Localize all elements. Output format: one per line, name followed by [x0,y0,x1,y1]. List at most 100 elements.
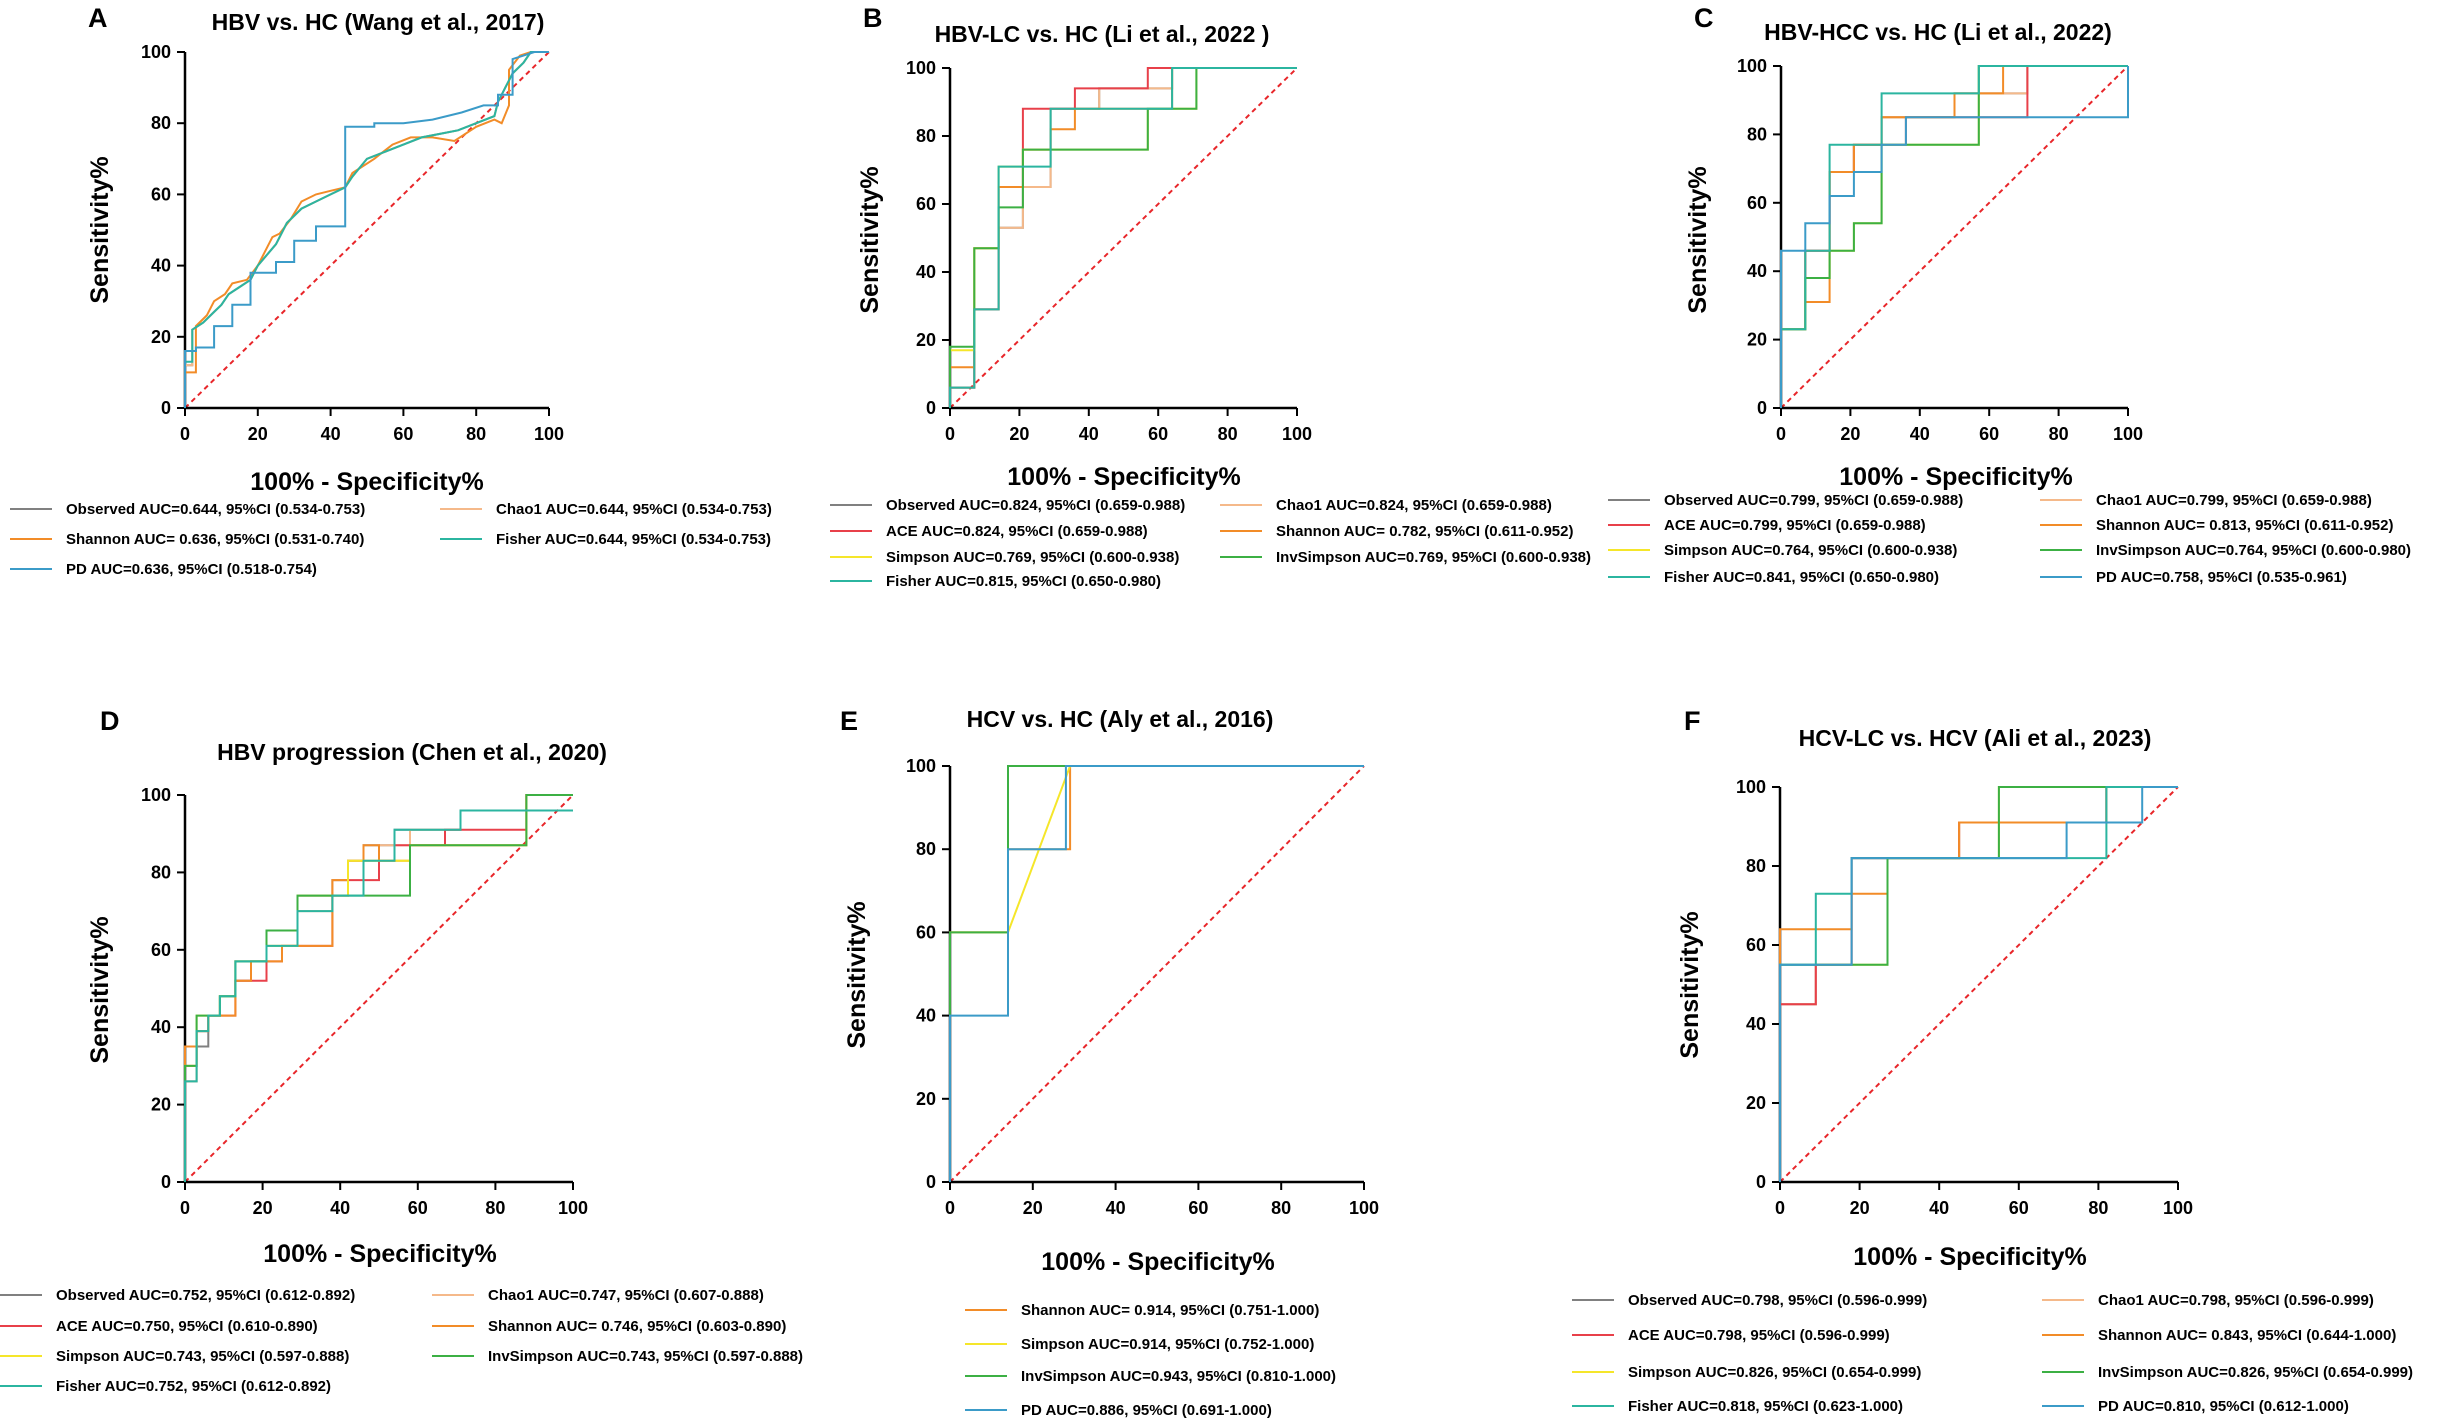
panel-d-reference-diagonal [184,794,574,1183]
panel-c-legend-label-fisher: Fisher AUC=0.841, 95%CI (0.650-0.980) [1664,569,1939,586]
panel-f-y-tick-label: 80 [1746,856,1766,876]
panel-f-x-tick-label: 80 [2088,1198,2108,1218]
panel-b-x-tick-label: 60 [1148,424,1168,444]
panel-d-y-axis-label: Sensitivity% [86,916,114,1063]
panel-a-title: HBV vs. HC (Wang et al., 2017) [212,9,545,35]
panel-c-reference-diagonal [1780,65,2129,409]
panel-d-y-tick-label: 20 [151,1095,171,1115]
panel-f-legend-label-shannon: Shannon AUC= 0.843, 95%CI (0.644-1.000) [2098,1327,2396,1344]
panel-e-legend-label-simpson: Simpson AUC=0.914, 95%CI (0.752-1.000) [1021,1336,1314,1353]
panel-b-x-tick-label: 20 [1009,424,1029,444]
panel-b-curve-fisher [949,67,1297,408]
panel-a-legend-label-observed: Observed AUC=0.644, 95%CI (0.534-0.753) [66,501,365,518]
panel-c-curve-fisher [1780,65,2128,408]
panel-d-y-tick-label: 80 [151,862,171,882]
panel-c-letter: C [1694,3,1714,33]
panel-f-x-tick-label: 100 [2163,1198,2193,1218]
panel-b-x-tick-label: 0 [945,424,955,444]
panel-a-y-tick-label: 80 [151,113,171,133]
panel-c-y-tick-label: 80 [1747,124,1767,144]
panel-b-x-axis-label: 100% - Specificity% [1007,463,1240,491]
panel-f-x-axis-label: 100% - Specificity% [1853,1243,2086,1271]
panel-a-y-tick-label: 20 [151,327,171,347]
panel-a-x-tick-label: 80 [466,424,486,444]
panel-d-legend-label-chao1: Chao1 AUC=0.747, 95%CI (0.607-0.888) [488,1287,764,1304]
panel-f-y-tick-label: 100 [1736,777,1766,797]
panel-b-y-tick-label: 20 [916,330,936,350]
panel-f-y-tick-label: 60 [1746,935,1766,955]
panel-a: A HBV vs. HC (Wang et al., 2017) 0 20 40 60 80… [10,3,772,578]
panel-d-y-tick-label: 40 [151,1017,171,1037]
panel-c-y-tick-label: 0 [1757,398,1767,418]
panel-d-legend-label-invsimpson: InvSimpson AUC=0.743, 95%CI (0.597-0.888… [488,1348,803,1365]
panel-e-x-axis-label: 100% - Specificity% [1041,1248,1274,1276]
panel-d-curve-fisher [184,809,573,1182]
panel-e-x-tick-label: 80 [1271,1198,1291,1218]
panel-b-legend-label-fisher: Fisher AUC=0.815, 95%CI (0.650-0.980) [886,573,1161,590]
panel-f-legend-label-pd: PD AUC=0.810, 95%CI (0.612-1.000) [2098,1398,2349,1415]
panel-e-x-tick-label: 40 [1106,1198,1126,1218]
panel-a-x-tick-label: 60 [393,424,413,444]
panel-f-y-tick-label: 20 [1746,1093,1766,1113]
panel-e-reference-diagonal [949,765,1365,1183]
panel-e-y-tick-label: 100 [906,756,936,776]
panel-f-y-tick-label: 40 [1746,1014,1766,1034]
panel-e-y-tick-label: 0 [926,1172,936,1192]
panel-f-legend-label-chao1: Chao1 AUC=0.798, 95%CI (0.596-0.999) [2098,1292,2374,1309]
panel-b-x-tick-label: 100 [1282,424,1312,444]
panel-d-legend-label-ace: ACE AUC=0.750, 95%CI (0.610-0.890) [56,1318,318,1335]
panel-c-legend-label-shannon: Shannon AUC= 0.813, 95%CI (0.611-0.952) [2096,517,2394,534]
panel-d-x-tick-label: 0 [180,1198,190,1218]
panel-e-legend-label-invsimpson: InvSimpson AUC=0.943, 95%CI (0.810-1.000… [1021,1368,1336,1385]
panel-c-title: HBV-HCC vs. HC (Li et al., 2022) [1764,19,2112,45]
panel-b-y-tick-label: 40 [916,262,936,282]
panel-a-x-tick-label: 40 [321,424,341,444]
panel-b-legend-label-observed: Observed AUC=0.824, 95%CI (0.659-0.988) [886,497,1185,514]
panel-e-x-tick-label: 60 [1188,1198,1208,1218]
panel-b: B HBV-LC vs. HC (Li et al., 2022 ) 0 20 40 60… [830,3,1591,590]
panel-b-y-tick-label: 100 [906,58,936,78]
panel-f-y-tick-label: 0 [1756,1172,1766,1192]
panel-e-x-tick-label: 0 [945,1198,955,1218]
panel-c-y-axis-label: Sensitivity% [1684,166,1712,313]
panel-f-x-tick-label: 0 [1775,1198,1785,1218]
panel-c-legend-label-ace: ACE AUC=0.799, 95%CI (0.659-0.988) [1664,517,1926,534]
panel-f-x-tick-label: 20 [1850,1198,1870,1218]
panel-a-curve-pd [184,51,549,408]
panel-c-curve-pd [1780,66,2129,408]
panel-c-y-tick-label: 60 [1747,193,1767,213]
panel-d-legend-label-shannon: Shannon AUC= 0.746, 95%CI (0.603-0.890) [488,1318,786,1335]
panel-c-x-tick-label: 100 [2113,424,2143,444]
panel-d-x-tick-label: 40 [330,1198,350,1218]
panel-c-y-tick-label: 20 [1747,330,1767,350]
panel-a-legend-label-chao1: Chao1 AUC=0.644, 95%CI (0.534-0.753) [496,501,772,518]
panel-d-legend-label-observed: Observed AUC=0.752, 95%CI (0.612-0.892) [56,1287,355,1304]
panel-e-x-tick-label: 20 [1023,1198,1043,1218]
panel-d-y-tick-label: 60 [151,940,171,960]
panel-a-y-tick-label: 100 [141,42,171,62]
panel-e: E HCV vs. HC (Aly et al., 2016) 0 20 40 60 80 1… [840,706,1379,1419]
panel-d-x-tick-label: 60 [408,1198,428,1218]
panel-e-y-tick-label: 80 [916,839,936,859]
panel-c-x-tick-label: 60 [1979,424,1999,444]
panel-c-y-tick-label: 40 [1747,261,1767,281]
panel-f-x-tick-label: 60 [2009,1198,2029,1218]
panel-a-reference-diagonal [184,51,550,409]
panel-c-y-tick-label: 100 [1737,56,1767,76]
panel-a-y-tick-label: 0 [161,398,171,418]
panel-f: F HCV-LC vs. HCV (Ali et al., 2023) 0 20 40 6… [1572,706,2413,1415]
panel-b-y-tick-label: 60 [916,194,936,214]
panel-b-y-tick-label: 80 [916,126,936,146]
panel-e-legend-label-pd: PD AUC=0.886, 95%CI (0.691-1.000) [1021,1402,1272,1419]
panel-b-title: HBV-LC vs. HC (Li et al., 2022 ) [935,21,1270,47]
panel-f-y-axis-label: Sensitivity% [1676,911,1704,1058]
panel-e-y-tick-label: 20 [916,1089,936,1109]
panel-a-x-axis-label: 100% - Specificity% [250,468,483,496]
panel-b-x-tick-label: 80 [1218,424,1238,444]
panel-d-y-tick-label: 0 [161,1172,171,1192]
panel-a-legend-label-shannon: Shannon AUC= 0.636, 95%CI (0.531-0.740) [66,531,364,548]
panel-a-legend-label-fisher: Fisher AUC=0.644, 95%CI (0.534-0.753) [496,531,771,548]
panel-a-y-axis-label: Sensitivity% [86,156,114,303]
panel-c-legend-label-pd: PD AUC=0.758, 95%CI (0.535-0.961) [2096,569,2347,586]
panel-d-x-tick-label: 100 [558,1198,588,1218]
